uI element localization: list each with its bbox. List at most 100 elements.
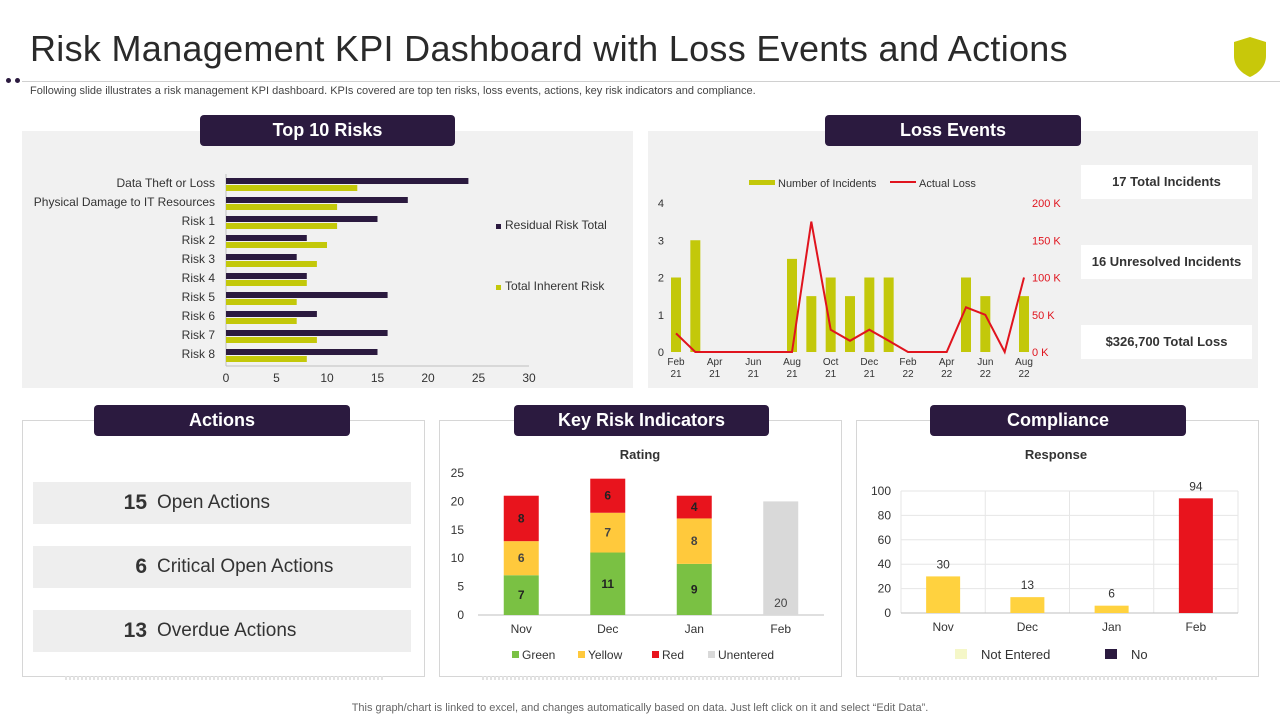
- y-tick-label: 0: [457, 608, 464, 622]
- panel-shadow: [482, 676, 802, 680]
- compliance-header: Compliance: [930, 405, 1186, 436]
- x-tick-label: 22: [902, 369, 914, 380]
- category-label: Physical Damage to IT Resources: [34, 195, 215, 209]
- incident-bar: [671, 277, 681, 352]
- segment-data-label: 7: [604, 526, 611, 540]
- x-tick-label: 15: [371, 371, 385, 385]
- y-tick-label: 40: [878, 557, 892, 571]
- x-tick-label: 20: [421, 371, 435, 385]
- category-label: Data Theft or Loss: [117, 176, 216, 190]
- bar-residual: [226, 197, 408, 203]
- legend-swatch: [708, 651, 715, 658]
- title-divider: [22, 81, 1280, 82]
- x-tick-label: Nov: [932, 620, 953, 634]
- compliance-bar: [1010, 597, 1045, 613]
- kri-segment-yellow: [590, 512, 626, 553]
- kri-segment-red: [503, 495, 539, 542]
- open-actions-card[interactable]: 15 Open Actions: [33, 482, 411, 524]
- category-label: Risk 2: [182, 233, 216, 247]
- open-actions-count: 15: [123, 491, 147, 514]
- x-tick-label: Oct: [823, 357, 839, 368]
- x-tick-label: Aug: [783, 357, 801, 368]
- segment-data-label: 7: [518, 588, 525, 602]
- kri-header: Key Risk Indicators: [514, 405, 769, 436]
- x-tick-label: Jun: [977, 357, 993, 368]
- compliance-chart[interactable]: Response 0 20 40 60 80 100 30 Nov 13 Dec 6 Jan 94 Feb N…: [857, 440, 1257, 676]
- kri-segment-yellow: [503, 541, 539, 576]
- bar-residual: [226, 273, 307, 279]
- category-label: Risk 6: [182, 309, 216, 323]
- category-label: Risk 8: [182, 347, 216, 361]
- x-tick-label: Jun: [745, 357, 761, 368]
- incident-bar: [961, 277, 971, 352]
- x-tick-label: 21: [748, 369, 760, 380]
- top-risks-header: Top 10 Risks: [200, 115, 455, 146]
- kri-chart[interactable]: Rating 0 5 10 15 20 25 7 6 8 Nov 11 7 6 Dec 9 8 4 Jan 20 Feb…: [440, 440, 840, 676]
- x-tick-label: Dec: [597, 622, 618, 636]
- x-tick-label: Aug: [1015, 357, 1033, 368]
- incident-bar: [825, 277, 836, 352]
- x-tick-label: 21: [864, 369, 876, 380]
- y-left-tick-label: 1: [658, 310, 664, 322]
- panel-shadow: [899, 676, 1219, 680]
- legend-label: Total Inherent Risk: [505, 279, 605, 293]
- x-tick-label: 10: [320, 371, 334, 385]
- x-tick-label: 5: [273, 371, 280, 385]
- top-risks-panel: [22, 131, 633, 388]
- bar-residual: [226, 235, 307, 241]
- x-tick-label: Jan: [685, 622, 704, 636]
- segment-data-label: 6: [518, 551, 525, 565]
- x-tick-label: 0: [223, 371, 230, 385]
- legend-label: Not Entered: [981, 647, 1050, 662]
- bar-inherent: [226, 356, 307, 362]
- y-tick-label: 20: [451, 494, 465, 508]
- incident-bar: [806, 296, 817, 352]
- decorative-dots: [6, 78, 22, 84]
- overdue-actions-card[interactable]: 13 Overdue Actions: [33, 610, 411, 652]
- top-risks-chart[interactable]: Data Theft or Loss Physical Damage to IT …: [22, 160, 633, 388]
- x-tick-label: Feb: [1186, 620, 1207, 634]
- incident-bar: [845, 296, 855, 352]
- y-tick-label: 80: [878, 508, 892, 522]
- overdue-actions-label: Overdue Actions: [157, 620, 297, 641]
- shield-icon: [1234, 37, 1266, 77]
- chart-title: Response: [1025, 447, 1087, 462]
- bar-residual: [226, 292, 388, 298]
- legend-swatch: [1105, 649, 1117, 659]
- y-right-tick-label: 0 K: [1032, 347, 1049, 359]
- compliance-bar: [1178, 498, 1213, 613]
- incident-bar: [864, 277, 875, 352]
- actual-loss-line: [675, 221, 1025, 355]
- segment-data-label: 11: [601, 577, 614, 591]
- total-loss-card: $326,700 Total Loss: [1081, 325, 1252, 359]
- y-tick-label: 15: [451, 523, 465, 537]
- x-tick-label: Apr: [939, 357, 955, 368]
- y-tick-label: 60: [878, 533, 892, 547]
- bar-residual: [226, 330, 388, 336]
- bar-residual: [226, 178, 469, 184]
- page-subtitle: Following slide illustrates a risk manag…: [30, 85, 756, 97]
- kri-segment-green: [590, 552, 626, 615]
- incident-bar: [980, 296, 991, 352]
- bar-residual: [226, 254, 297, 260]
- x-tick-label: Feb: [770, 622, 791, 636]
- kri-segment-green: [676, 563, 712, 615]
- y-right-tick-label: 150 K: [1032, 235, 1061, 247]
- bar-inherent: [226, 299, 297, 305]
- legend-label: Red: [662, 648, 684, 662]
- critical-open-actions-card[interactable]: 6 Critical Open Actions: [33, 546, 411, 588]
- y-tick-label: 20: [878, 582, 892, 596]
- legend-swatch: [496, 285, 501, 290]
- legend-label: Number of Incidents: [778, 178, 877, 190]
- open-actions-label: Open Actions: [157, 492, 271, 513]
- bar-inherent: [226, 280, 307, 286]
- x-tick-label: 21: [709, 369, 721, 380]
- y-tick-label: 5: [457, 580, 464, 594]
- page-title: Risk Management KPI Dashboard with Loss …: [30, 28, 1068, 69]
- bar-residual: [226, 349, 378, 355]
- category-label: Risk 5: [182, 290, 216, 304]
- y-tick-label: 10: [451, 551, 465, 565]
- legend-swatch: [578, 651, 585, 658]
- critical-open-actions-count: 6: [135, 555, 147, 578]
